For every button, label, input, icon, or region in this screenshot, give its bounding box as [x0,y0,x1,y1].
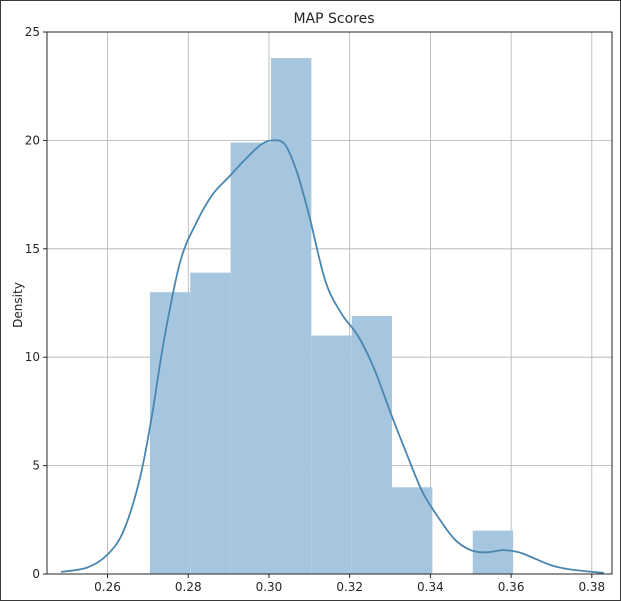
x-tick-label-6: 0.38 [578,580,605,594]
y-tick-label-4: 20 [25,133,40,147]
x-tick-label-0: 0.26 [94,580,121,594]
axes [43,31,613,578]
histogram-bar-6 [392,487,433,574]
y-tick-label-0: 0 [32,567,40,581]
y-tick-label-2: 10 [25,350,40,364]
x-tick-label-3: 0.32 [336,580,363,594]
kde-curve [60,139,605,574]
histogram-bar-3 [270,58,312,575]
x-tick-label-4: 0.34 [417,580,444,594]
plot-border [46,31,613,575]
histogram-bar-1 [190,272,231,574]
histogram-bar-4 [311,335,352,574]
tick-labels: 0.26 0.28 0.30 0.32 0.34 0.36 0.38 0 5 10 15 20 25 [25,25,605,594]
x-tick-label-1: 0.28 [175,580,202,594]
x-tick-label-2: 0.30 [256,580,283,594]
y-axis-title: Density [11,282,25,328]
histogram-bar-0 [149,292,191,574]
histogram-bar-2 [230,142,271,574]
y-tick-label-5: 25 [25,25,40,39]
y-tick-label-1: 5 [32,459,40,473]
x-tick-label-5: 0.36 [498,580,525,594]
chart-title: MAP Scores [293,11,374,27]
histogram-bars [149,58,514,575]
histogram-bar-5 [351,316,393,574]
kde-curve-layer [60,139,605,574]
y-tick-label-3: 15 [25,242,40,256]
